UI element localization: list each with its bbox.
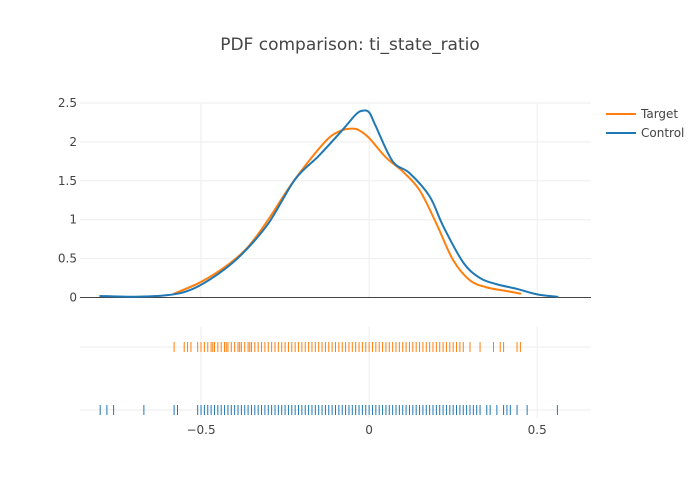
y-tick-label: 0 — [69, 291, 77, 305]
x-tick-label: 0 — [365, 423, 373, 437]
series-line-target — [173, 127, 522, 295]
legend-label: Control — [641, 126, 684, 140]
x-tick-label: −0.5 — [186, 423, 215, 437]
rug-target — [173, 342, 521, 352]
rug-control — [99, 405, 558, 415]
y-tick-label: 2.5 — [58, 96, 77, 110]
legend-item-control[interactable]: Control — [606, 126, 684, 140]
legend[interactable]: Target Control — [606, 107, 684, 140]
y-tick-label: 0.5 — [58, 252, 77, 266]
series-layer — [99, 109, 559, 298]
series-line-control — [99, 109, 559, 298]
legend-item-target[interactable]: Target — [606, 107, 678, 121]
y-tick-label: 1 — [69, 213, 77, 227]
rug-layer — [99, 342, 558, 415]
x-tick-label: 0.5 — [528, 423, 547, 437]
y-tick-label: 1.5 — [58, 174, 77, 188]
y-tick-label: 2 — [69, 135, 77, 149]
axis-layer: 0 0.5 1 1.5 2 2.5 −0.5 0 0.5 — [58, 96, 591, 437]
chart-title: PDF comparison: ti_state_ratio — [220, 35, 480, 55]
legend-label: Target — [640, 107, 678, 121]
grid-layer — [80, 102, 591, 418]
